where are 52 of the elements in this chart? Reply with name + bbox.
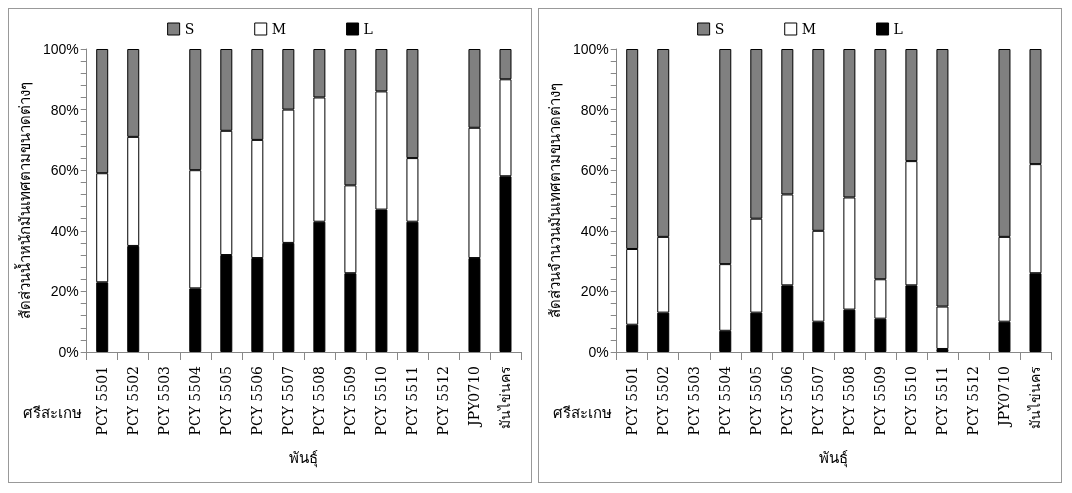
y-tick-label: 40% [580,222,609,239]
y-tick-label: 60% [50,162,79,179]
legend-label: S [184,21,195,37]
y-tick-label: 40% [50,222,79,239]
x-tick-label: PCY 5507 [280,366,297,436]
x-tick-label: PCY 5503 [686,366,703,436]
x-tick-label: PCY 5505 [748,366,765,436]
x-tick-label: PCY 5510 [903,366,920,436]
text: ศรีสะเกษ [553,403,612,422]
x-tick-label: PCY 5502 [125,366,142,436]
x-tick-label: PCY 5508 [311,366,328,436]
x-axis-title: พันธุ์ [819,448,849,468]
x-tick-label: PCY 5506 [249,365,266,436]
x-tick-label: มันไข่นคร [1027,366,1044,429]
y-tick-label: 0% [58,344,79,360]
x-tick-label: JPY0710 [466,366,483,428]
x-tick-label: PCY 5504 [187,365,204,436]
x-axis-title: พันธุ์ [289,448,319,468]
x-tick-label: JPY0710 [996,366,1013,428]
legend-label: M [801,21,817,37]
y-tick-label: 80% [50,101,79,118]
y-axis-title: สัดส่วนน้ำหนักมันเทศตามขนาดต่างๆ [13,82,34,319]
x-tick-label: PCY 5501 [94,366,111,436]
y-tick-label: 60% [580,162,609,179]
x-tick-label: PCY 5512 [435,366,452,436]
legend-label: S [714,21,725,37]
x-tick-label: PCY 5504 [717,365,734,436]
x-tick-label: PCY 5511 [404,366,421,436]
y-tick-label: 20% [580,283,609,300]
x-tick-label: PCY 5512 [965,366,982,436]
legend-label: L [893,21,903,37]
x-tick-label: PCY 5503 [156,366,173,436]
x-tick-label: PCY 5508 [841,366,858,436]
x-tick-label: PCY 5501 [624,366,641,436]
y-tick-label: 80% [580,101,609,118]
x-tick-label: PCY 5510 [373,366,390,436]
text: ศรีสะเกษ [23,403,82,422]
x-tick-label: PCY 5509 [872,366,889,436]
legend-label: L [363,21,373,37]
x-tick-label: มันไข่นคร [497,366,514,429]
y-tick-label: 100% [572,41,609,57]
x-tick-label: PCY 5507 [810,366,827,436]
y-tick-label: 0% [588,344,609,360]
x-tick-label: PCY 5511 [934,366,951,436]
x-tick-label: PCY 5509 [342,366,359,436]
x-tick-label: PCY 5506 [779,365,796,436]
legend-label: M [271,21,287,37]
y-tick-label: 20% [50,283,79,300]
x-tick-label: PCY 5505 [218,366,235,436]
x-tick-label: PCY 5502 [655,366,672,436]
y-axis-title: สัดส่วนจำนวนมันเทศตามขนาดต่างๆ [545,83,564,318]
y-tick-label: 100% [42,41,79,57]
